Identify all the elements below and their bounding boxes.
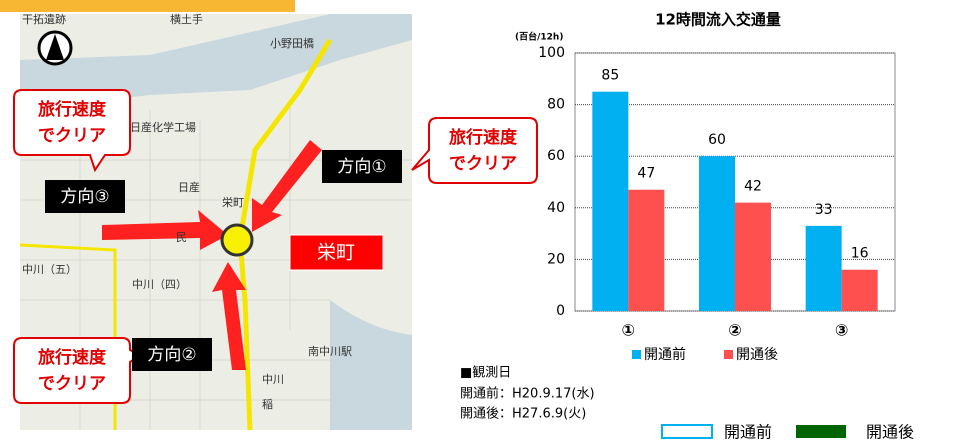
x-tick-label: ②: [728, 321, 742, 340]
value-label: 85: [601, 68, 619, 84]
x-tick-label: ③: [835, 321, 849, 340]
legend-label: 開通前: [724, 423, 772, 442]
intersection: [220, 223, 254, 257]
direction-box: [45, 180, 125, 213]
legend-swatch: [661, 424, 713, 439]
y-tick-label: 100: [538, 45, 565, 61]
callout: 旅行速度 でクリア: [13, 89, 131, 173]
bar: [805, 225, 842, 311]
bar: [592, 91, 629, 311]
arrow: [252, 140, 322, 232]
bar: [699, 156, 735, 311]
arrow: [102, 210, 228, 250]
map-label: 日産: [178, 181, 200, 194]
direction-box: [322, 150, 402, 183]
callout-text: 旅行速度: [38, 99, 107, 120]
road: [237, 38, 333, 431]
map-label: 中川: [262, 373, 284, 386]
water: [330, 300, 412, 430]
direction-label: 方向②: [147, 345, 196, 365]
chart-title: 12時間流入交通量: [655, 11, 781, 29]
direction-box: [132, 338, 212, 371]
y-tick-label: 0: [556, 303, 565, 319]
bar: [735, 202, 771, 311]
map-label: 小野田橋: [270, 36, 314, 50]
place-label: 栄町: [317, 242, 355, 264]
direction-label: 方向③: [60, 187, 109, 207]
value-label: 42: [744, 179, 762, 195]
callout: 旅行速度 でクリア: [411, 117, 538, 184]
north-arrow-tip: [46, 34, 64, 60]
map-label: 中川（四）: [132, 278, 187, 291]
callout-text: 旅行速度: [38, 347, 107, 368]
legend-swatch: [724, 350, 733, 359]
river: [20, 14, 412, 110]
map-label: 南中川駅: [308, 345, 352, 358]
map-label: 中川（五）: [22, 263, 77, 276]
y-tick-label: 80: [547, 97, 565, 113]
legend-label: 開通後: [736, 347, 778, 363]
note-heading: ■観測日: [460, 366, 511, 381]
map-label: 日産化学工場: [130, 120, 196, 134]
y-tick-label: 20: [547, 251, 565, 267]
value-label: 33: [815, 202, 833, 218]
map-label: 民: [176, 231, 187, 244]
legend-swatch: [796, 425, 846, 438]
note: 開通後：H27.6.9(火): [460, 407, 586, 422]
legend-swatch: [632, 350, 641, 359]
arrows: [102, 140, 322, 370]
direction-label: 方向①: [337, 157, 386, 177]
legend-label: 開通前: [644, 346, 686, 363]
legend-label: 開通後: [866, 423, 914, 442]
chart: 12時間流入交通量 (百台/12h) 0 20 40 60 80 100 ① 85 47 ② 60 4…: [515, 11, 896, 363]
map-label: 横土手: [170, 12, 203, 26]
bar: [628, 189, 665, 311]
x-tick-label: ①: [622, 321, 636, 340]
callout-text: でクリア: [449, 154, 517, 174]
arrow: [212, 262, 246, 370]
note: 開通前：H20.9.17(水): [460, 386, 595, 402]
place-box: [289, 234, 384, 271]
callout-text: 旅行速度: [449, 127, 518, 148]
callout-text: でクリア: [38, 126, 106, 146]
header-tab: [0, 0, 295, 12]
value-label: 16: [851, 246, 869, 262]
map-label: 栄町: [222, 195, 244, 209]
map-label: 稲: [262, 398, 273, 411]
unit-label: (百台/12h): [515, 31, 563, 43]
value-label: 47: [637, 166, 655, 182]
y-tick-label: 60: [547, 148, 565, 164]
callout-text: でクリア: [38, 374, 106, 394]
value-label: 60: [708, 132, 726, 148]
map-label: 干拓遺跡: [22, 12, 66, 26]
y-tick-label: 40: [547, 200, 565, 216]
bar: [841, 269, 878, 311]
callout: 旅行速度 でクリア: [13, 337, 142, 404]
